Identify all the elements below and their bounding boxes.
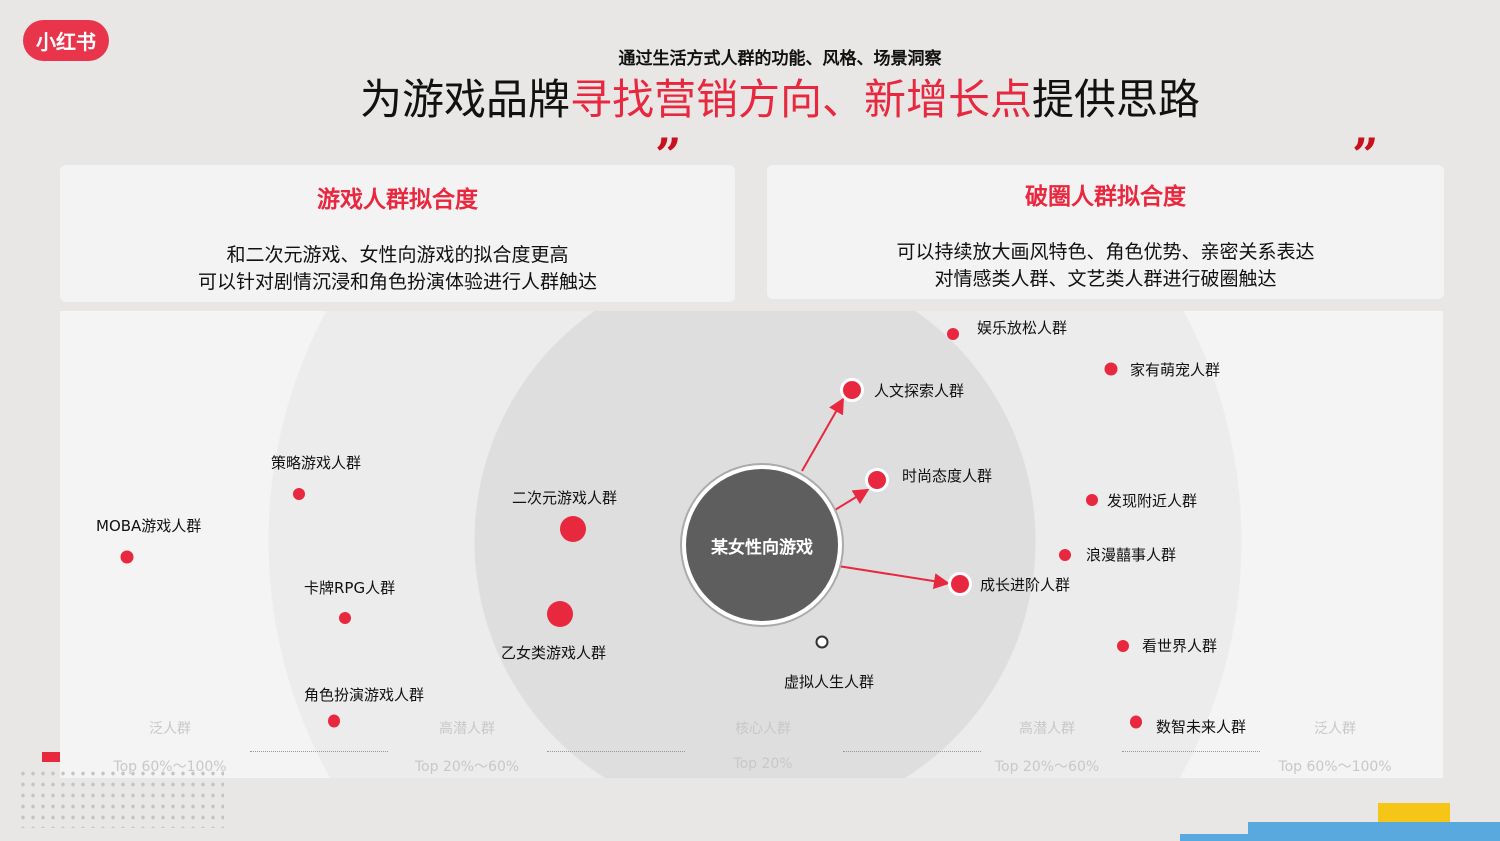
game-fit-card: 游戏人群拟合度 和二次元游戏、女性向游戏的拟合度更高 可以针对剧情沉浸和角色扮演… xyxy=(60,165,735,302)
node-dot xyxy=(547,601,573,627)
node-dot xyxy=(1086,494,1098,506)
card-line: 可以持续放大画风特色、角色优势、亲密关系表达 xyxy=(896,241,1315,263)
arrow xyxy=(837,565,950,590)
node-label: 角色扮演游戏人群 xyxy=(304,686,425,704)
arrow-right-dotted xyxy=(1122,751,1260,752)
title-part: 提供思路 xyxy=(1032,75,1201,124)
node-label: 看世界人群 xyxy=(1142,637,1218,655)
node-dot xyxy=(840,378,864,402)
arrows xyxy=(801,397,950,590)
node-label: 浪漫囍事人群 xyxy=(1086,546,1177,564)
node-label: 成长进阶人群 xyxy=(980,576,1071,594)
node-dot xyxy=(1104,362,1118,376)
tier-label: 高潜人群 Top 20%～60% xyxy=(994,721,1100,775)
node-dot xyxy=(948,572,972,596)
tier-label: 泛人群 Top 60%～100% xyxy=(1278,721,1392,775)
tier-label: 高潜人群 Top 20%～60% xyxy=(414,721,520,775)
page-title: 为游戏品牌寻找营销方向、新增长点提供思路 xyxy=(0,66,1500,127)
node-label: 娱乐放松人群 xyxy=(977,319,1068,337)
node-dot xyxy=(1117,640,1129,652)
breakout-fit-card: 破圈人群拟合度 可以持续放大画风特色、角色优势、亲密关系表达 对情感类人群、文艺… xyxy=(767,165,1444,299)
node-label: 家有萌宠人群 xyxy=(1130,361,1221,379)
node-label: 时尚态度人群 xyxy=(902,467,993,485)
node-dot xyxy=(947,328,959,340)
node-dot xyxy=(1130,715,1142,729)
title-highlight: 寻找营销方向、新增长点 xyxy=(569,75,1032,124)
decor-bar xyxy=(42,752,60,762)
card-line: 对情感类人群、文艺类人群进行破圈触达 xyxy=(934,268,1277,290)
node-dot xyxy=(815,635,829,649)
node-label: 乙女类游戏人群 xyxy=(501,644,607,662)
node-dot xyxy=(865,468,889,492)
card-title: 破圈人群拟合度 xyxy=(1025,184,1186,210)
node-label: 二次元游戏人群 xyxy=(512,489,618,507)
card-line: 和二次元游戏、女性向游戏的拟合度更高 xyxy=(226,244,569,266)
node-label: 人文探索人群 xyxy=(874,382,965,400)
decor-dots xyxy=(18,768,224,828)
tier-label: 核心人群 Top 20% xyxy=(733,721,793,772)
node-dot xyxy=(560,516,586,542)
arrow-right-dotted xyxy=(843,751,981,752)
decor-block xyxy=(1378,803,1450,825)
node-label: 发现附近人群 xyxy=(1107,492,1198,510)
node-dot xyxy=(328,714,340,728)
node-label: MOBA游戏人群 xyxy=(96,517,202,535)
node-label: 策略游戏人群 xyxy=(271,454,362,472)
arrow xyxy=(801,397,844,472)
card-line: 可以针对剧情沉浸和角色扮演体验进行人群触达 xyxy=(197,271,597,293)
subtitle: 通过生活方式人群的功能、风格、场景洞察 xyxy=(618,49,942,69)
node-label: 卡牌RPG人群 xyxy=(304,579,396,597)
arrow xyxy=(829,488,870,514)
xiaohongshu-logo: 小红书 xyxy=(23,20,109,61)
audience-map: 某女性向游戏 娱乐放松人群 家有萌宠人群 人文探索人群 策略游戏人群 二次元游戏… xyxy=(60,311,1443,778)
decor-block xyxy=(1248,822,1500,841)
node-dot xyxy=(339,612,351,624)
arrow-left-dotted xyxy=(250,751,388,752)
title-part: 为游戏品牌 xyxy=(359,75,570,124)
node-label: 虚拟人生人群 xyxy=(784,673,875,691)
decor-block xyxy=(1180,834,1250,841)
card-title: 游戏人群拟合度 xyxy=(317,187,478,213)
node-dot xyxy=(120,550,134,564)
node-label: 数智未来人群 xyxy=(1156,718,1247,736)
core-game-node: 某女性向游戏 xyxy=(682,465,842,625)
arrow-left-dotted xyxy=(547,751,685,752)
node-dot xyxy=(1059,549,1071,561)
node-dot xyxy=(293,488,305,500)
